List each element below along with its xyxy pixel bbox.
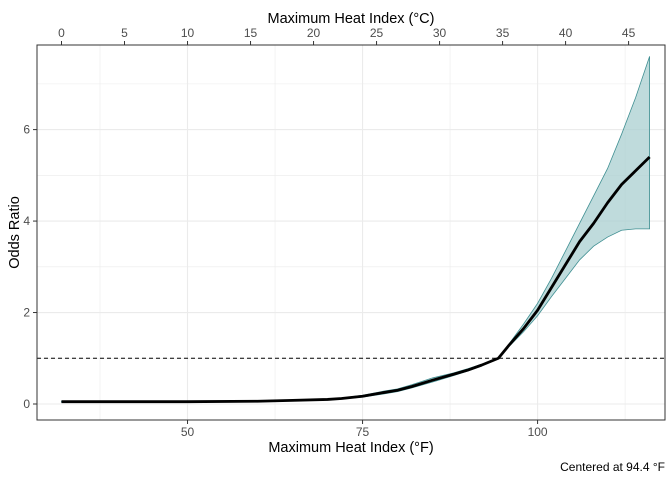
odds-ratio-line (61, 156, 651, 404)
x-tick-label: 100 (528, 425, 548, 439)
plot-panel (37, 45, 665, 420)
x2-tick-label: 20 (307, 26, 321, 40)
x-tick-label: 50 (181, 425, 195, 439)
x2-tick-label: 40 (559, 26, 573, 40)
x-tick-label: 75 (356, 425, 370, 439)
tick-labels: 50 75 100 0 5 10 15 20 25 30 35 40 45 0 2 4 6 (23, 26, 635, 439)
y-tick-label: 2 (23, 306, 30, 320)
y-tick-label: 4 (23, 214, 30, 228)
x2-tick-label: 15 (244, 26, 258, 40)
y-tick-label: 0 (23, 397, 30, 411)
plot-border (36, 44, 666, 421)
x2-tick-label: 10 (181, 26, 195, 40)
x2-tick-label: 5 (121, 26, 128, 40)
x2-tick-label: 35 (496, 26, 510, 40)
grid-lines (37, 45, 665, 420)
x-axis-title: Maximum Heat Index (°F) (268, 440, 433, 456)
x2-tick-label: 45 (622, 26, 636, 40)
y-tick-label: 6 (23, 123, 30, 137)
axis-ticks (33, 41, 630, 424)
y-axis-title: Odds Ratio (7, 196, 23, 269)
x2-tick-label: 25 (370, 26, 384, 40)
chart-caption: Centered at 94.4 °F (560, 460, 665, 474)
x2-tick-label: 0 (58, 26, 65, 40)
odds-ratio-line-group (61, 156, 651, 404)
x2-axis-title: Maximum Heat Index (°C) (268, 11, 435, 27)
x2-tick-label: 30 (433, 26, 447, 40)
